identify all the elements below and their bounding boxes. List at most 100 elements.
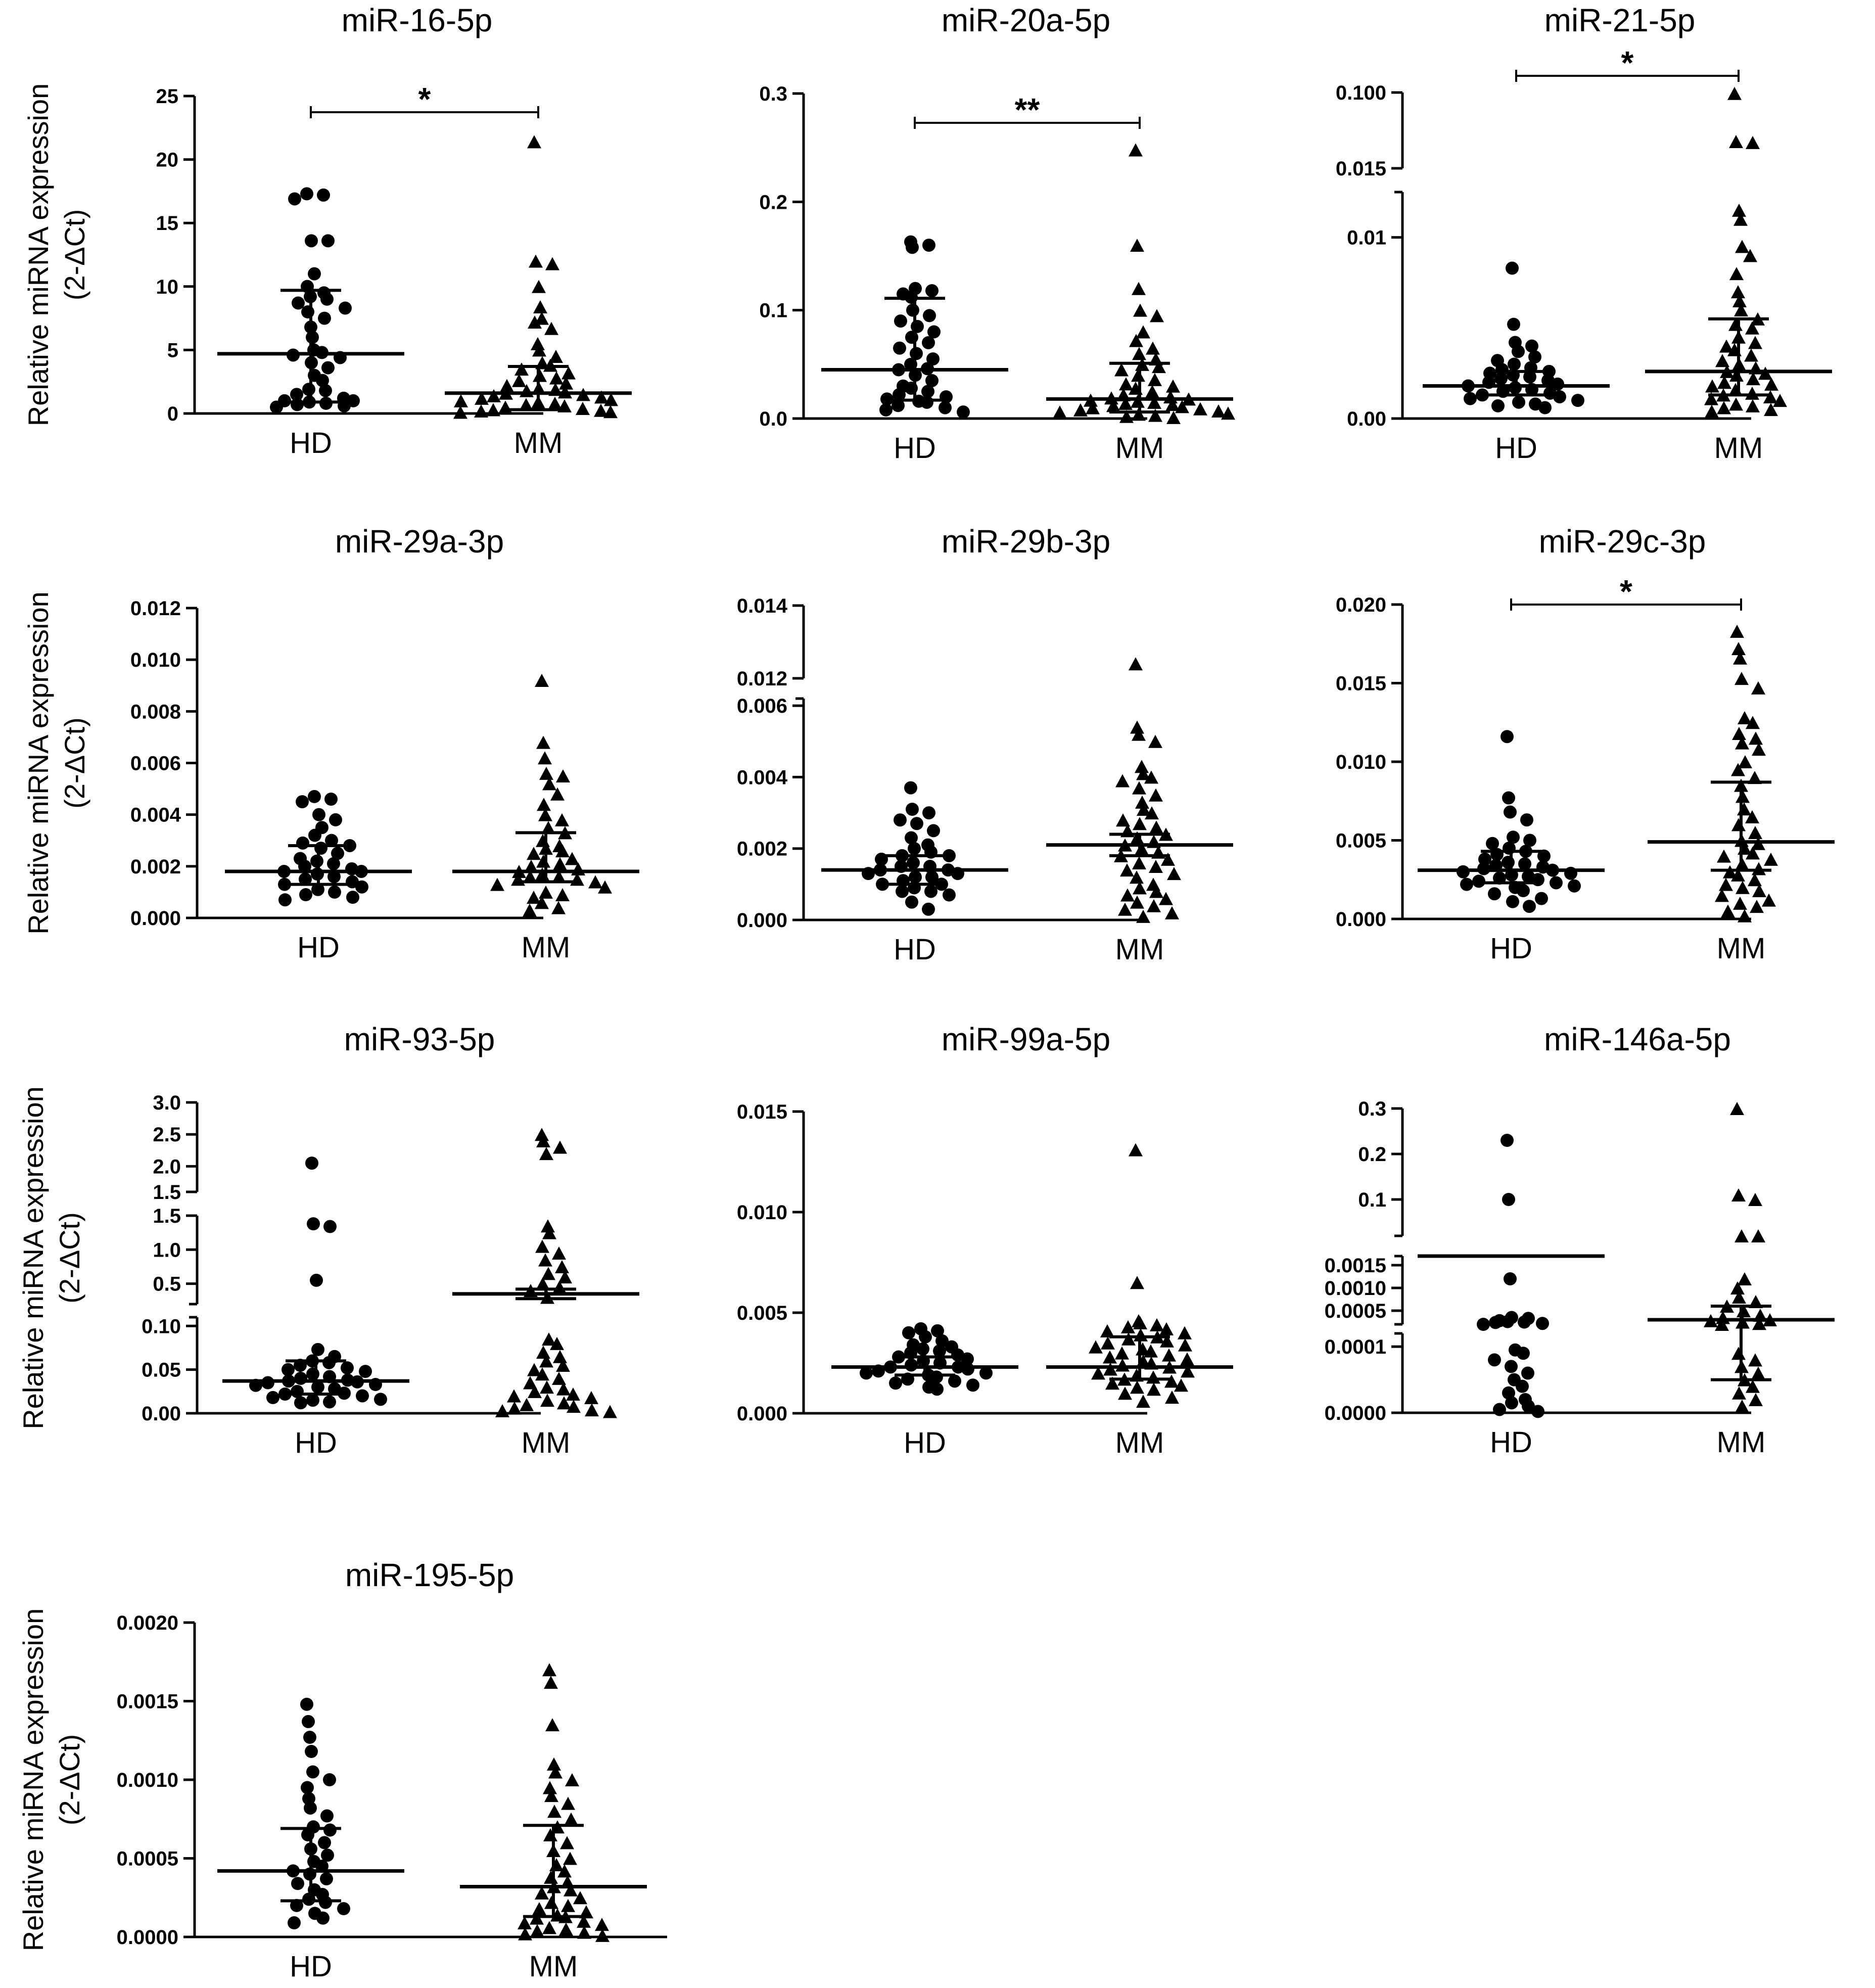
data-point-circle xyxy=(290,388,303,401)
panel-miR-146a-5p: miR-146a-5p 0.0000 0.0001 0.00050.00100.001… xyxy=(1325,1021,1835,1459)
data-point-triangle xyxy=(1144,770,1158,784)
data-point-circle xyxy=(327,870,341,884)
data-point-triangle xyxy=(1073,403,1088,417)
data-point-circle xyxy=(927,824,940,838)
data-point-triangle xyxy=(1746,399,1760,412)
data-point-triangle xyxy=(1159,1322,1174,1335)
data-point-circle xyxy=(328,885,341,899)
data-point-triangle xyxy=(530,1911,544,1925)
data-point-triangle xyxy=(561,1796,575,1810)
significance-label: ** xyxy=(1015,91,1040,128)
y-tick-label: 0.000 xyxy=(737,1403,787,1425)
data-point-triangle xyxy=(1732,727,1746,741)
data-point-triangle xyxy=(1749,731,1763,745)
data-point-triangle xyxy=(1221,406,1235,420)
y-tick-label: 0.2 xyxy=(759,191,787,213)
data-point-triangle xyxy=(1735,736,1749,750)
data-point-circle xyxy=(925,284,939,298)
y-tick-label: 5 xyxy=(167,339,178,361)
data-point-triangle xyxy=(1743,249,1757,262)
y-tick-label: 0.3 xyxy=(759,83,787,105)
data-point-triangle xyxy=(1132,781,1146,795)
data-point-circle xyxy=(302,1892,315,1906)
data-point-triangle xyxy=(500,379,514,392)
data-point-triangle xyxy=(1735,672,1749,685)
data-point-triangle xyxy=(547,1757,561,1771)
data-point-triangle xyxy=(1162,1348,1176,1362)
data-point-triangle xyxy=(1748,1353,1762,1367)
data-point-triangle xyxy=(535,1128,549,1141)
data-point-triangle xyxy=(1748,825,1762,839)
panel-title: miR-21-5p xyxy=(1544,2,1696,38)
data-point-triangle xyxy=(495,1404,509,1417)
data-point-triangle xyxy=(1159,892,1173,905)
data-point-triangle xyxy=(475,391,489,405)
y-tick-label: 0.0 xyxy=(759,408,787,430)
x-category-label: HD xyxy=(1490,932,1532,965)
data-point-triangle xyxy=(1731,1347,1746,1360)
data-point-triangle xyxy=(577,1914,591,1928)
y-tick-label: 0.015 xyxy=(1336,158,1386,180)
data-point-triangle xyxy=(1748,1193,1762,1206)
data-point-triangle xyxy=(595,1928,610,1942)
data-point-triangle xyxy=(1729,267,1744,281)
data-point-triangle xyxy=(528,1384,542,1398)
data-point-circle xyxy=(329,813,342,826)
y-axis-unit: (2-ΔCt) xyxy=(54,1212,85,1304)
data-point-circle xyxy=(922,806,935,820)
data-point-triangle xyxy=(1132,856,1146,869)
data-point-circle xyxy=(905,895,918,909)
data-point-triangle xyxy=(1729,135,1743,149)
data-point-triangle xyxy=(584,1391,598,1404)
data-point-triangle xyxy=(1115,774,1130,788)
data-point-circle xyxy=(1491,399,1505,412)
data-point-triangle xyxy=(542,1663,556,1677)
data-point-triangle xyxy=(1746,846,1760,860)
data-point-triangle xyxy=(1752,1317,1766,1330)
data-point-triangle xyxy=(594,390,608,404)
data-point-circle xyxy=(278,893,292,907)
y-tick-label: 1.0 xyxy=(153,1239,181,1261)
data-point-circle xyxy=(311,1343,324,1356)
data-point-triangle xyxy=(539,1147,553,1161)
data-point-circle xyxy=(1504,1272,1517,1285)
data-point-triangle xyxy=(552,870,566,884)
data-point-triangle xyxy=(1178,1338,1192,1352)
y-tick-label: 0.0020 xyxy=(117,1612,178,1634)
panel-title: miR-99a-5p xyxy=(942,1021,1110,1057)
data-point-circle xyxy=(301,305,314,319)
data-point-triangle xyxy=(1132,727,1146,741)
data-point-triangle xyxy=(1119,409,1134,423)
data-point-triangle xyxy=(518,1927,532,1940)
data-point-circle xyxy=(359,1365,372,1378)
data-point-circle xyxy=(282,1363,295,1376)
data-point-triangle xyxy=(1164,1374,1179,1388)
data-point-triangle xyxy=(1165,1391,1179,1404)
data-point-triangle xyxy=(1764,377,1778,391)
data-point-triangle xyxy=(557,1396,571,1410)
data-point-triangle xyxy=(1748,336,1762,349)
y-axis-unit: (2-ΔCt) xyxy=(59,717,90,809)
x-category-label: HD xyxy=(1490,1426,1532,1459)
data-point-triangle xyxy=(555,888,570,902)
data-point-triangle xyxy=(1211,404,1226,418)
y-tick-label: 1.5 xyxy=(153,1205,181,1227)
data-point-triangle xyxy=(1129,1143,1143,1157)
data-point-circle xyxy=(305,1745,318,1759)
data-point-triangle xyxy=(487,389,501,402)
data-point-triangle xyxy=(1150,309,1164,322)
data-point-triangle xyxy=(536,834,550,847)
data-point-triangle xyxy=(1738,909,1752,922)
data-point-circle xyxy=(1512,395,1525,409)
data-point-circle xyxy=(327,857,340,870)
data-point-circle xyxy=(876,877,889,891)
data-point-triangle xyxy=(1118,1386,1132,1400)
data-point-triangle xyxy=(519,398,533,411)
data-point-triangle xyxy=(1731,763,1745,776)
data-point-triangle xyxy=(1130,870,1144,884)
data-point-circle xyxy=(305,234,318,248)
data-point-triangle xyxy=(567,1400,581,1413)
data-point-circle xyxy=(1508,357,1521,371)
data-point-triangle xyxy=(535,896,549,909)
y-tick-label: 2.0 xyxy=(153,1155,181,1178)
